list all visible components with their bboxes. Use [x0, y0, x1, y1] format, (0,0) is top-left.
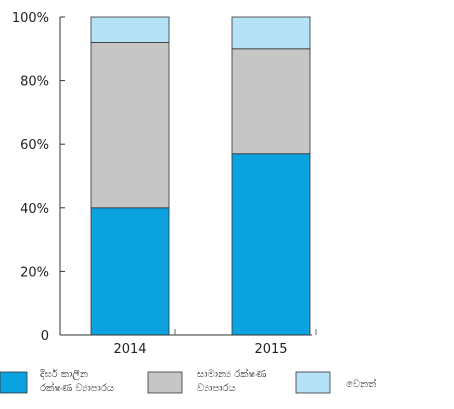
legend-swatch: [295, 371, 331, 394]
y-axis: 0 20% 40% 60% 80% 100%: [12, 11, 65, 344]
legend-item-2: සාමාන්‍ය රක්ෂණ ව්‍යාපාරය: [147, 367, 266, 394]
y-tick-label: 80%: [20, 75, 49, 90]
bar-segment-2015-series-3: [231, 16, 311, 50]
y-tick-label: 60%: [20, 138, 49, 153]
legend-label: සාමාන්‍ය රක්ෂණ ව්‍යාපාරය: [197, 367, 266, 394]
bar-segment-2014-series-2: [90, 42, 170, 209]
legend-swatch: [0, 371, 28, 394]
bar-segment-2014-series-1: [90, 207, 170, 336]
y-tick-label: 40%: [20, 202, 49, 217]
x-tick-label: 2015: [254, 342, 287, 357]
legend-item-3: වෙනත්: [295, 371, 376, 394]
legend-item-1: දීර්ඝ කාලීන රක්ෂණ ව්‍යාපාරය: [0, 368, 114, 394]
x-axis: 2014 2015: [60, 329, 317, 357]
x-tick-label: 2014: [113, 342, 146, 357]
bar-segment-2015-series-2: [231, 48, 311, 155]
legend-label: වෙනත්: [346, 377, 376, 390]
y-tick-label: 0: [41, 329, 49, 344]
bar-segment-2015-series-1: [231, 153, 311, 336]
legend-swatch: [147, 371, 183, 394]
y-tick-label: 100%: [12, 11, 49, 26]
legend-label: දීර්ඝ කාලීන රක්ෂණ ව්‍යාපාරය: [40, 368, 114, 394]
y-tick-label: 20%: [20, 265, 49, 280]
bars: [90, 16, 311, 336]
legend: දීර්ඝ කාලීන රක්ෂණ ව්‍යාපාරය සාමාන්‍ය රක්ෂණ…: [0, 367, 376, 394]
bar-segment-2014-series-3: [90, 16, 170, 43]
